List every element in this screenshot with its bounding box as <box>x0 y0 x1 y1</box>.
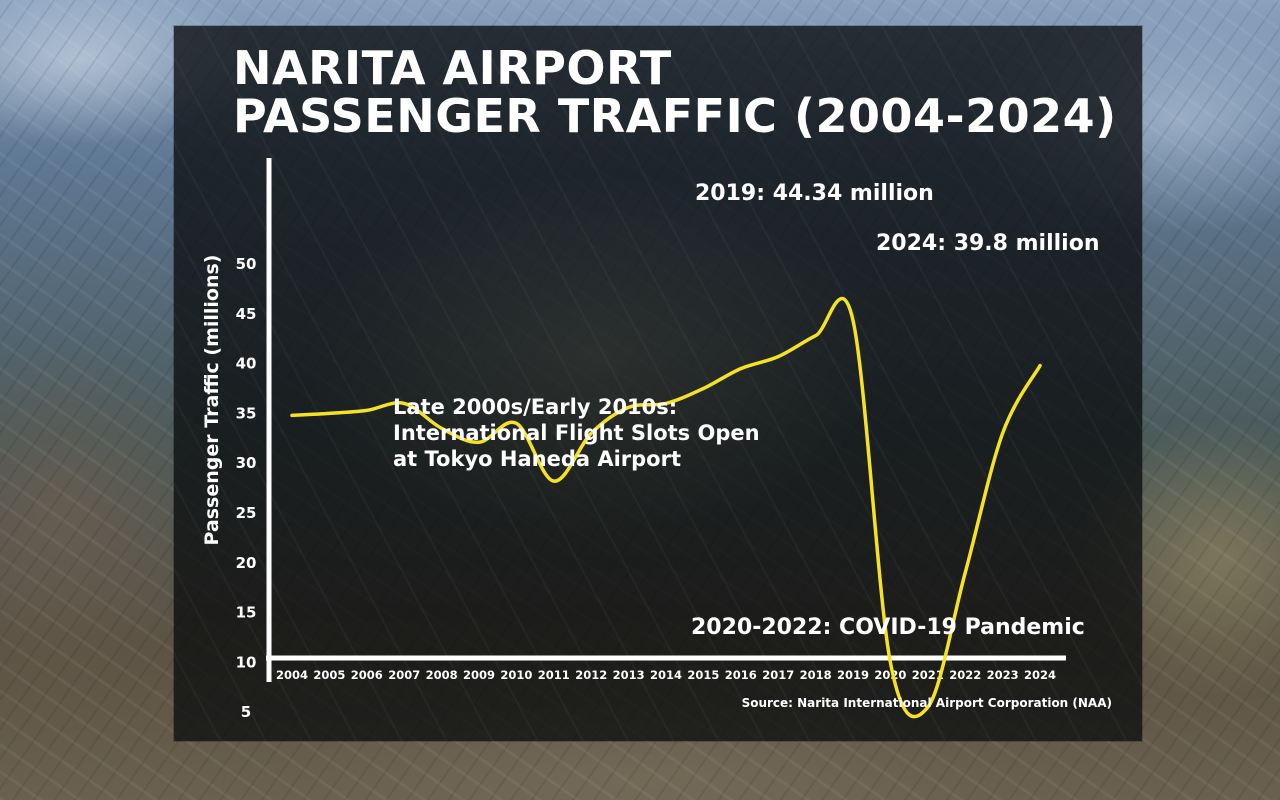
y-axis-label: Passenger Traffic (millions) <box>201 255 223 546</box>
annotation-haneda-line-1: Late 2000s/Early 2010s: <box>393 395 677 419</box>
annotation-2019-peak: 2019: 44.34 million <box>695 181 934 206</box>
title-line-2: PASSENGER TRAFFIC (2004-2024) <box>233 89 1117 143</box>
chart-panel <box>174 26 1142 741</box>
x-tick-label: 2021 <box>912 668 944 682</box>
x-tick-label: 2014 <box>650 668 682 682</box>
x-tick-label: 2016 <box>725 668 757 682</box>
y-tick-label: 20 <box>236 554 257 572</box>
y-tick-label: 40 <box>236 355 257 373</box>
series-line <box>290 297 1042 719</box>
x-tick-label: 2020 <box>874 668 906 682</box>
x-tick-labels: 2004 2005 2006 2007 2008 2009 2010 2011 2012 2013… <box>276 668 1056 682</box>
x-tick-label: 2015 <box>687 668 719 682</box>
x-tick-label: 2023 <box>987 668 1019 682</box>
y-tick-label: 35 <box>236 404 257 422</box>
y-tick-label: 50 <box>236 255 257 273</box>
x-tick-label: 2006 <box>351 668 383 682</box>
x-tick-label: 2009 <box>463 668 495 682</box>
title-line-1: NARITA AIRPORT <box>233 41 672 95</box>
chart-title: NARITA AIRPORT PASSENGER TRAFFIC (2004-2… <box>233 44 1117 140</box>
x-tick-label: 2019 <box>837 668 869 682</box>
axes <box>266 158 1066 682</box>
annotation-haneda-line-2: International Flight Slots Open <box>393 421 760 445</box>
annotation-haneda-line-3: at Tokyo Haneda Airport <box>393 447 681 471</box>
x-tick-label: 2011 <box>538 668 570 682</box>
data-points <box>290 318 1042 709</box>
x-tick-label: 2005 <box>313 668 345 682</box>
x-tick-label: 2018 <box>800 668 832 682</box>
x-tick-label: 2017 <box>762 668 794 682</box>
y-tick-label: 15 <box>236 604 257 622</box>
y-tick-label: 30 <box>236 454 257 472</box>
x-tick-label: 2008 <box>426 668 458 682</box>
x-tick-label: 2010 <box>500 668 532 682</box>
y-tick-label: 10 <box>236 653 257 671</box>
y-tick-label: 45 <box>236 305 257 323</box>
x-tick-label: 2022 <box>949 668 981 682</box>
y-tick-labels: 5 10 15 20 25 30 35 40 45 50 <box>236 255 257 721</box>
y-tick-label: 25 <box>236 504 257 522</box>
annotation-covid: 2020-2022: COVID-19 Pandemic <box>691 615 1085 640</box>
x-tick-label: 2012 <box>575 668 607 682</box>
source-note: Source: Narita International Airport Cor… <box>741 696 1112 710</box>
x-tick-label: 2004 <box>276 668 308 682</box>
x-tick-label: 2007 <box>388 668 420 682</box>
x-tick-label: 2013 <box>613 668 645 682</box>
x-tick-label: 2024 <box>1024 668 1056 682</box>
y-tick-label: 5 <box>241 703 251 721</box>
annotation-2024-value: 2024: 39.8 million <box>876 231 1100 256</box>
